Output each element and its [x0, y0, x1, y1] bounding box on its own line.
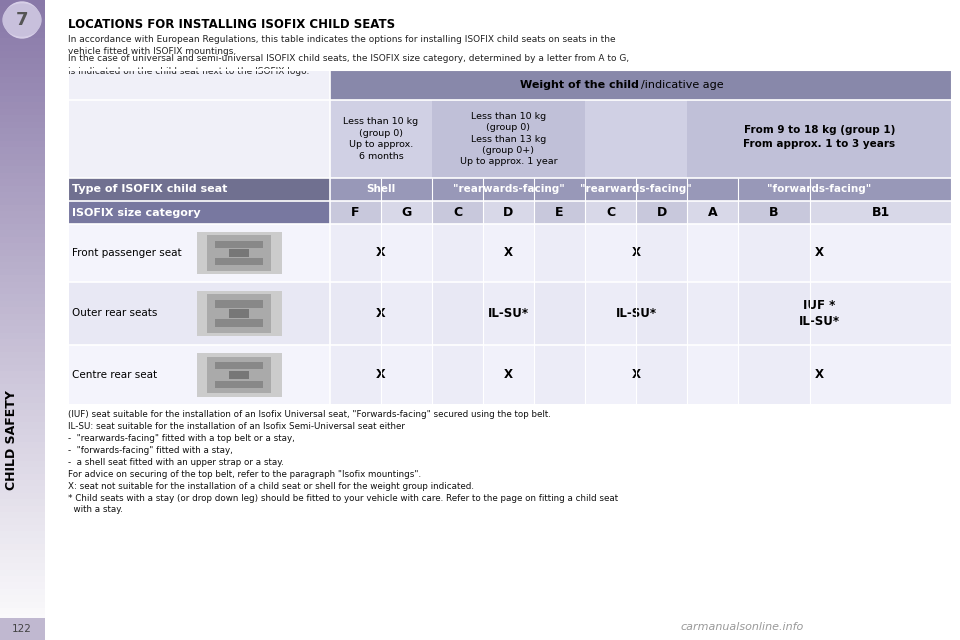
Text: X: X: [504, 369, 513, 381]
Text: * Child seats with a stay (or drop down leg) should be fitted to your vehicle wi: * Child seats with a stay (or drop down …: [68, 494, 618, 514]
Bar: [215, 362, 263, 369]
Text: In the case of universal and semi-universal ISOFIX child seats, the ISOFIX size : In the case of universal and semi-univer…: [68, 54, 629, 76]
Bar: [68, 201, 330, 224]
Circle shape: [4, 2, 40, 38]
Bar: [0, 499, 45, 506]
Bar: [0, 384, 45, 390]
Bar: [330, 201, 381, 224]
Text: IL-SU*: IL-SU*: [488, 307, 529, 320]
Bar: [0, 435, 45, 442]
Bar: [585, 100, 687, 178]
Bar: [738, 224, 810, 282]
Bar: [0, 141, 45, 147]
Bar: [0, 211, 45, 218]
Bar: [738, 345, 810, 405]
Bar: [330, 100, 432, 178]
Bar: [0, 403, 45, 410]
Bar: [0, 346, 45, 352]
Bar: [0, 454, 45, 461]
Bar: [534, 345, 585, 405]
Text: B: B: [769, 206, 779, 219]
Bar: [0, 224, 45, 230]
Bar: [0, 115, 45, 122]
Bar: [229, 309, 249, 318]
Bar: [0, 563, 45, 570]
Text: carmanualsonline.info: carmanualsonline.info: [680, 622, 804, 632]
Text: X: X: [504, 246, 513, 259]
Text: IL-SU: seat suitable for the installation of an Isofix Semi-Universal seat eithe: IL-SU: seat suitable for the installatio…: [68, 422, 405, 431]
Bar: [636, 282, 687, 345]
Bar: [0, 314, 45, 320]
Text: X: X: [376, 369, 386, 381]
Bar: [0, 422, 45, 429]
Bar: [0, 582, 45, 589]
Bar: [0, 461, 45, 467]
Bar: [0, 70, 45, 77]
Bar: [215, 300, 263, 308]
Bar: [0, 128, 45, 134]
Bar: [0, 19, 45, 26]
Bar: [585, 345, 636, 405]
Bar: [229, 371, 249, 380]
Bar: [687, 224, 738, 282]
Bar: [0, 589, 45, 595]
Bar: [0, 390, 45, 397]
Bar: [0, 282, 45, 288]
Bar: [0, 0, 45, 6]
Bar: [432, 100, 585, 178]
Bar: [0, 410, 45, 416]
Bar: [687, 100, 952, 178]
Bar: [0, 262, 45, 269]
Bar: [0, 160, 45, 166]
Text: Outer rear seats: Outer rear seats: [72, 308, 157, 319]
Bar: [0, 102, 45, 109]
Text: Less than 10 kg
(group 0)
Up to approx.
6 months: Less than 10 kg (group 0) Up to approx. …: [344, 117, 419, 161]
Text: Shell: Shell: [367, 184, 396, 195]
Bar: [0, 301, 45, 307]
Text: X: seat not suitable for the installation of a child seat or shell for the weigh: X: seat not suitable for the installatio…: [68, 482, 474, 491]
Bar: [0, 352, 45, 358]
Bar: [381, 201, 432, 224]
Bar: [0, 326, 45, 333]
Text: -  "rearwards-facing" fitted with a top belt or a stay,: - "rearwards-facing" fitted with a top b…: [68, 434, 295, 443]
Bar: [0, 525, 45, 531]
Bar: [0, 602, 45, 608]
Bar: [330, 224, 381, 282]
Bar: [534, 282, 585, 345]
Text: C: C: [453, 206, 462, 219]
Bar: [229, 249, 249, 257]
Bar: [0, 250, 45, 256]
Bar: [0, 333, 45, 339]
Bar: [0, 218, 45, 224]
Bar: [636, 201, 687, 224]
Text: X: X: [815, 246, 824, 259]
Bar: [0, 275, 45, 282]
Text: In accordance with European Regulations, this table indicates the options for in: In accordance with European Regulations,…: [68, 35, 615, 56]
Bar: [0, 512, 45, 518]
Bar: [0, 544, 45, 550]
Bar: [585, 201, 636, 224]
Bar: [0, 518, 45, 525]
Text: A: A: [708, 206, 717, 219]
Bar: [0, 294, 45, 301]
Bar: [0, 192, 45, 198]
Text: G: G: [401, 206, 412, 219]
Text: CHILD SAFETY: CHILD SAFETY: [6, 390, 18, 490]
Bar: [0, 538, 45, 544]
Bar: [687, 178, 952, 201]
Bar: [0, 256, 45, 262]
Bar: [810, 345, 952, 405]
Bar: [207, 356, 271, 394]
Bar: [810, 282, 952, 345]
Bar: [0, 365, 45, 371]
Text: X: X: [632, 246, 640, 259]
Text: ISOFIX size category: ISOFIX size category: [72, 207, 201, 218]
Bar: [0, 288, 45, 294]
Bar: [0, 269, 45, 275]
Bar: [0, 371, 45, 378]
Bar: [738, 282, 810, 345]
Bar: [0, 6, 45, 13]
Bar: [68, 178, 330, 201]
Text: C: C: [606, 206, 615, 219]
Bar: [0, 378, 45, 384]
